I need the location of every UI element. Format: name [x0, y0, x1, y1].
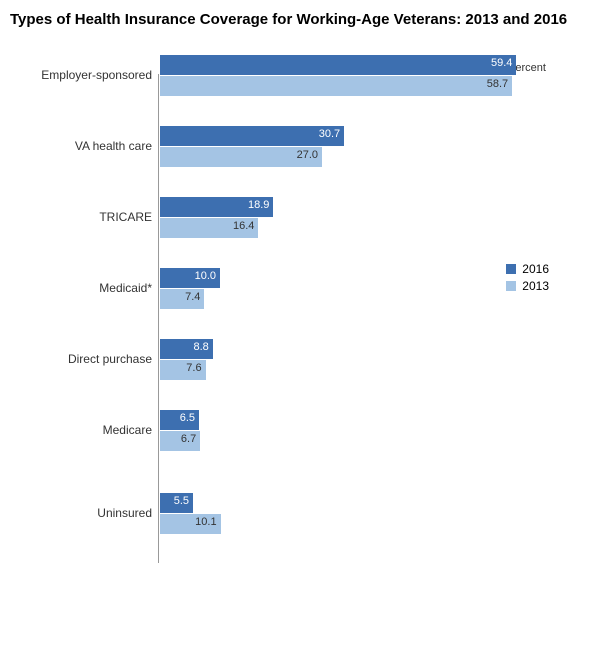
bar-value: 30.7 — [319, 128, 340, 140]
bar-2016: 30.7 — [160, 126, 344, 146]
bar-pair: 8.8 7.6 — [160, 338, 579, 381]
bar-group: VA health care30.727.0 — [10, 125, 579, 168]
category-label: Employer-sponsored — [10, 68, 160, 82]
bar-value: 18.9 — [248, 199, 269, 211]
bar-pair: 18.9 16.4 — [160, 196, 579, 239]
legend-label: 2016 — [522, 262, 549, 276]
bar-2016: 10.0 — [160, 268, 220, 288]
bar-group: Employer-sponsored 59.4 58.7 — [10, 54, 579, 97]
bar-value: 16.4 — [233, 220, 254, 232]
bar-2016: 8.8 — [160, 339, 213, 359]
bar-value: 10.1 — [195, 516, 216, 528]
bar-pair: 6.5 6.7 — [160, 409, 579, 452]
category-label: TRICARE — [10, 210, 160, 224]
bar-2013: 10.1 — [160, 514, 221, 534]
category-label: Medicare — [10, 423, 160, 437]
bar-value: 8.8 — [194, 341, 209, 353]
legend-item: 2013 — [506, 279, 549, 293]
bar-value: 6.5 — [180, 412, 195, 424]
bar-2013: 16.4 — [160, 218, 258, 238]
bar-2016: 5.5 — [160, 493, 193, 513]
bar-pair: 30.727.0 — [160, 125, 579, 168]
bar-2016: 6.5 — [160, 410, 199, 430]
bar-value: 59.4 — [491, 57, 512, 69]
category-label: Medicaid* — [10, 281, 160, 295]
category-label: VA health care — [10, 139, 160, 153]
bar-value: 5.5 — [174, 495, 189, 507]
bar-2016: 59.4 — [160, 55, 516, 75]
category-label: Uninsured — [10, 506, 160, 520]
bar-value: 58.7 — [487, 78, 508, 90]
bar-value: 6.7 — [181, 433, 196, 445]
bar-group: Medicare 6.5 6.7 — [10, 409, 579, 452]
bar-value: 7.4 — [185, 291, 200, 303]
chart-title: Types of Health Insurance Coverage for W… — [0, 0, 589, 34]
legend-swatch — [506, 281, 516, 291]
category-label: Direct purchase — [10, 352, 160, 366]
bar-2016: 18.9 — [160, 197, 273, 217]
chart-area: Percent Employer-sponsored59.458.7VA hea… — [0, 34, 589, 573]
bar-group: Medicaid* 10.0 7.4 — [10, 267, 579, 310]
bar-2013: 58.7 — [160, 76, 512, 96]
bar-value: 27.0 — [297, 149, 318, 161]
bar-value: 7.6 — [186, 362, 201, 374]
bar-2013: 7.4 — [160, 289, 204, 309]
bar-pair: 5.5 10.1 — [160, 492, 579, 535]
bar-groups: Employer-sponsored 59.4 58.7 VA health care… — [10, 54, 579, 535]
bar-value: 10.0 — [195, 270, 216, 282]
y-axis-line — [158, 74, 159, 563]
legend-swatch — [506, 264, 516, 274]
bar-2013: 27.0 — [160, 147, 322, 167]
bar-pair: 59.4 58.7 — [160, 54, 579, 97]
bar-2013: 6.7 — [160, 431, 200, 451]
bar-group: Direct purchase 8.8 7.6 — [10, 338, 579, 381]
legend-item: 2016 — [506, 262, 549, 276]
bar-group: Uninsured 5.5 10.1 — [10, 492, 579, 535]
legend: 2016 2013 — [506, 259, 549, 296]
bar-group: TRICARE 18.9 16.4 — [10, 196, 579, 239]
bar-2013: 7.6 — [160, 360, 206, 380]
legend-label: 2013 — [522, 279, 549, 293]
